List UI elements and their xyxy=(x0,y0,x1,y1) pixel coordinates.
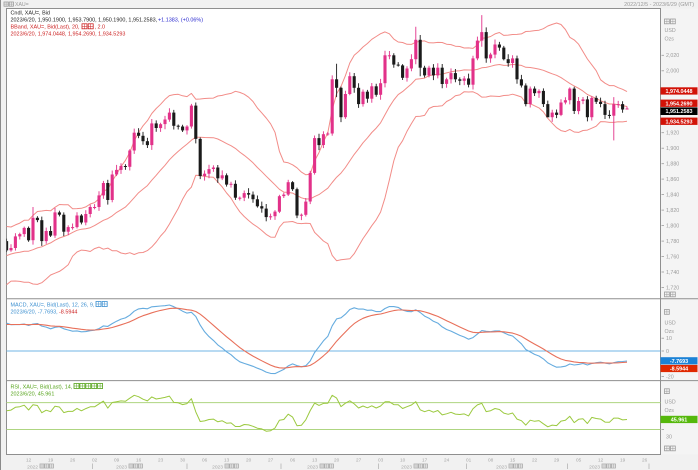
svg-text:1,780: 1,780 xyxy=(666,239,679,245)
svg-text:2023/6/20, -7.7693,: 2023/6/20, -7.7693, xyxy=(11,309,59,315)
svg-text:2023/6/20, 45.961: 2023/6/20, 45.961 xyxy=(11,391,55,397)
svg-text:0: 0 xyxy=(666,349,669,355)
svg-text:Ozs: Ozs xyxy=(665,408,675,414)
svg-text:2,020: 2,020 xyxy=(666,53,679,59)
svg-text:19: 19 xyxy=(620,458,626,463)
svg-text:23: 23 xyxy=(158,458,164,463)
svg-text:24: 24 xyxy=(444,458,450,463)
svg-text:USD: USD xyxy=(665,321,676,327)
svg-text:2022/12/5 - 2023/6/29 (GMT): 2022/12/5 - 2023/6/29 (GMT) xyxy=(624,2,694,8)
svg-text:13: 13 xyxy=(224,458,230,463)
svg-text:1,934.5293: 1,934.5293 xyxy=(666,119,693,125)
svg-text:20: 20 xyxy=(334,458,340,463)
svg-text:19: 19 xyxy=(48,458,54,463)
svg-text:26: 26 xyxy=(70,458,76,463)
svg-text:27: 27 xyxy=(356,458,362,463)
svg-text:1,951.2583: 1,951.2583 xyxy=(666,109,693,115)
svg-text:2023: 2023 xyxy=(496,464,507,470)
svg-text:+1.1383, (+0.06%): +1.1383, (+0.06%) xyxy=(158,18,203,24)
svg-text:26: 26 xyxy=(642,458,648,463)
svg-text:1,974.0448: 1,974.0448 xyxy=(666,89,693,95)
svg-text:1,800: 1,800 xyxy=(666,223,679,229)
svg-text:17: 17 xyxy=(422,458,428,463)
svg-text:30: 30 xyxy=(666,434,672,440)
svg-text:02: 02 xyxy=(92,458,98,463)
svg-text:08: 08 xyxy=(488,458,494,463)
svg-text:1,740: 1,740 xyxy=(666,270,679,276)
svg-text:1,860: 1,860 xyxy=(666,177,679,183)
svg-text:03: 03 xyxy=(378,458,384,463)
svg-text:Cndl, XAU=, Bid: Cndl, XAU=, Bid xyxy=(11,11,50,17)
svg-text:1,900: 1,900 xyxy=(666,146,679,152)
svg-text:-8.5944: -8.5944 xyxy=(670,367,688,373)
svg-text:29: 29 xyxy=(554,458,560,463)
svg-text:-7.7693: -7.7693 xyxy=(670,359,688,365)
svg-text:USD: USD xyxy=(665,28,676,34)
svg-text:1,820: 1,820 xyxy=(666,208,679,214)
svg-text:2023: 2023 xyxy=(307,464,318,470)
svg-text:16: 16 xyxy=(136,458,142,463)
svg-text:1,760: 1,760 xyxy=(666,254,679,260)
svg-text:1,720: 1,720 xyxy=(666,285,679,291)
svg-text:1,920: 1,920 xyxy=(666,131,679,137)
svg-text:Ozs: Ozs xyxy=(665,329,675,335)
svg-text:09: 09 xyxy=(114,458,120,463)
svg-text:2023: 2023 xyxy=(401,464,412,470)
svg-text:BBand, XAU=, Bid(Last), 20,: BBand, XAU=, Bid(Last), 20, xyxy=(11,25,81,31)
svg-text:01: 01 xyxy=(466,458,472,463)
svg-text:13: 13 xyxy=(312,458,318,463)
svg-text:MACD, XAU=, Bid(Last), 12, 26: MACD, XAU=, Bid(Last), 12, 26, 9, xyxy=(11,302,95,308)
svg-text:-20: -20 xyxy=(666,375,674,381)
svg-text:2023: 2023 xyxy=(116,464,127,470)
svg-text:USD: USD xyxy=(665,400,676,406)
svg-text:Ozs: Ozs xyxy=(665,37,675,43)
svg-text:20: 20 xyxy=(246,458,252,463)
svg-text:10: 10 xyxy=(400,458,406,463)
svg-text:12: 12 xyxy=(26,458,32,463)
svg-text:1,840: 1,840 xyxy=(666,193,679,199)
svg-text:1,954.2690: 1,954.2690 xyxy=(666,101,693,107)
svg-text:45.961: 45.961 xyxy=(671,417,688,423)
svg-text:2023/6/20, 1,950.1900, 1,953.7: 2023/6/20, 1,950.1900, 1,953.7900, 1,950… xyxy=(11,18,158,24)
svg-text:10: 10 xyxy=(666,336,672,342)
svg-text:22: 22 xyxy=(532,458,538,463)
svg-text:15: 15 xyxy=(510,458,516,463)
svg-text:06: 06 xyxy=(290,458,296,463)
svg-text:, 2.0: , 2.0 xyxy=(95,25,106,31)
svg-text:RSI, XAU=, Bid(Last), 14,: RSI, XAU=, Bid(Last), 14, xyxy=(11,384,73,390)
svg-text:2023: 2023 xyxy=(589,464,600,470)
svg-text:2023/6/20, 1,974.0448, 1,954.2: 2023/6/20, 1,974.0448, 1,954.2690, 1,934… xyxy=(11,32,126,38)
svg-text:06: 06 xyxy=(202,458,208,463)
svg-text:-8.5944: -8.5944 xyxy=(59,309,77,315)
svg-text:XAU=: XAU= xyxy=(15,2,29,8)
svg-text:2,000: 2,000 xyxy=(666,69,679,75)
svg-text:05: 05 xyxy=(576,458,582,463)
svg-text:2023: 2023 xyxy=(212,464,223,470)
svg-text:12: 12 xyxy=(598,458,604,463)
svg-text:30: 30 xyxy=(180,458,186,463)
svg-text:1,880: 1,880 xyxy=(666,162,679,168)
svg-text:2022: 2022 xyxy=(27,464,38,470)
svg-text:27: 27 xyxy=(268,458,274,463)
